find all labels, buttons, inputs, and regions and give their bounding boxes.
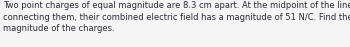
Text: Two point charges of equal magnitude are 8.3 cm apart. At the midpoint of the li: Two point charges of equal magnitude are…: [3, 1, 350, 33]
